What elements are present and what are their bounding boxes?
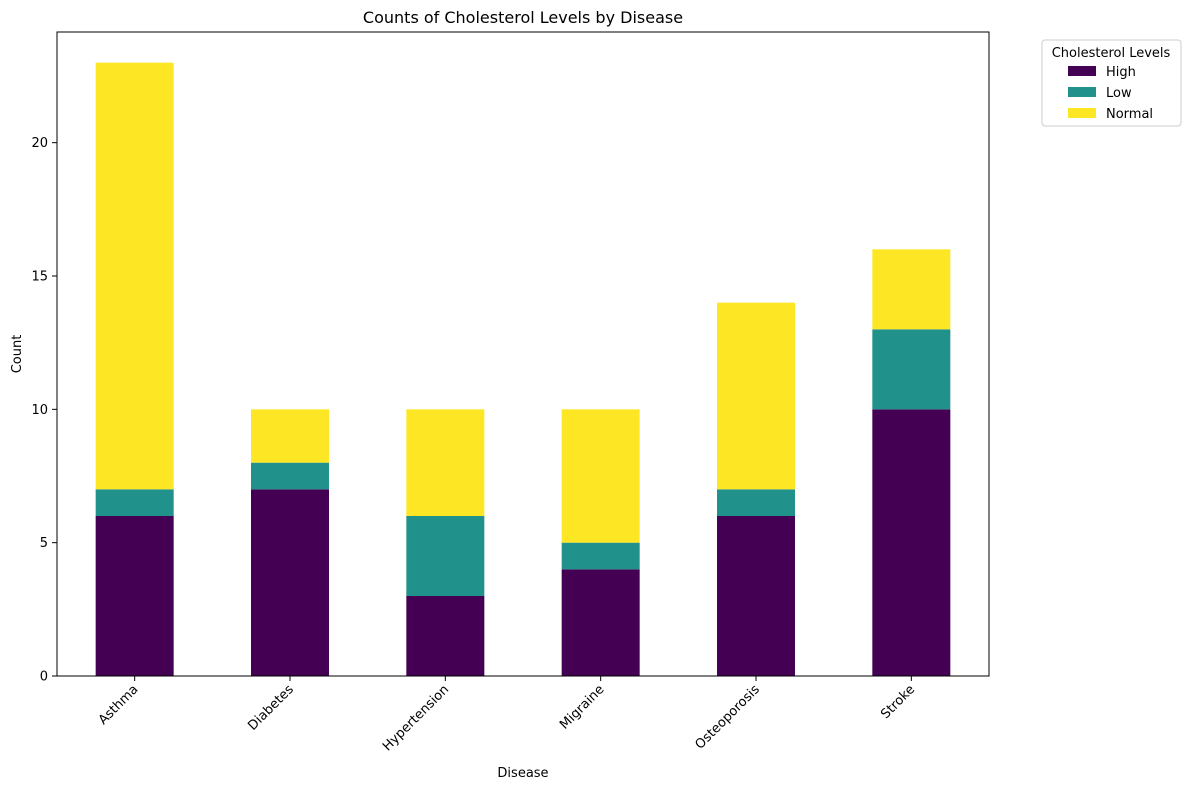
bar-hypertension-normal bbox=[406, 409, 485, 516]
x-axis-label: Disease bbox=[497, 766, 548, 781]
bar-osteoporosis-normal bbox=[717, 302, 795, 490]
y-tick-label: 15 bbox=[31, 270, 48, 285]
legend-label-high: High bbox=[1106, 65, 1136, 80]
y-axis-label: Count bbox=[10, 335, 25, 374]
bar-asthma-low bbox=[95, 489, 174, 516]
legend: Cholesterol Levels High Low Normal bbox=[1041, 39, 1182, 127]
bar-diabetes-high bbox=[251, 489, 329, 676]
y-tick-label: 0 bbox=[40, 670, 48, 685]
bar-stroke-high bbox=[872, 409, 951, 676]
plot-frame bbox=[56, 31, 990, 677]
bar-asthma-high bbox=[95, 516, 174, 676]
x-tick-label-diabetes: Diabetes bbox=[245, 682, 297, 734]
x-tick-label-asthma: Asthma bbox=[96, 682, 142, 728]
bar-diabetes-normal bbox=[251, 409, 329, 463]
bar-diabetes-low bbox=[251, 462, 329, 490]
bar-hypertension-high bbox=[406, 596, 485, 676]
bar-migraine-low bbox=[561, 542, 640, 570]
bars-group bbox=[95, 62, 951, 676]
x-tick-label-stroke: Stroke bbox=[878, 682, 918, 722]
y-tick-label: 10 bbox=[31, 403, 48, 418]
chart-title: Counts of Cholesterol Levels by Disease bbox=[363, 8, 683, 27]
legend-frame bbox=[1041, 39, 1182, 127]
x-tick-label-osteoporosis: Osteoporosis bbox=[693, 682, 763, 752]
legend-title: Cholesterol Levels bbox=[1052, 46, 1171, 61]
bar-stroke-low bbox=[872, 329, 951, 410]
bar-migraine-high bbox=[561, 569, 640, 676]
x-axis: Asthma Diabetes Hypertension Migraine Osteop… bbox=[96, 676, 918, 754]
x-tick-label-migraine: Migraine bbox=[557, 682, 607, 732]
y-tick-label: 20 bbox=[31, 136, 48, 151]
legend-swatch-normal bbox=[1068, 108, 1096, 118]
legend-swatch-low bbox=[1068, 87, 1096, 97]
legend-swatch-high bbox=[1068, 66, 1096, 76]
x-tick-label-hypertension: Hypertension bbox=[380, 682, 452, 754]
legend-label-normal: Normal bbox=[1106, 107, 1153, 122]
bar-stroke-normal bbox=[872, 249, 951, 330]
legend-label-low: Low bbox=[1106, 86, 1132, 101]
bar-migraine-normal bbox=[561, 409, 640, 543]
bar-hypertension-low bbox=[406, 516, 485, 596]
bar-asthma-normal bbox=[95, 62, 174, 490]
bar-osteoporosis-high bbox=[717, 516, 795, 676]
y-tick-label: 5 bbox=[40, 536, 48, 551]
legend-items: High Low Normal bbox=[1068, 65, 1153, 122]
bar-osteoporosis-low bbox=[717, 489, 795, 516]
y-axis: 0 5 10 15 20 bbox=[31, 136, 57, 685]
